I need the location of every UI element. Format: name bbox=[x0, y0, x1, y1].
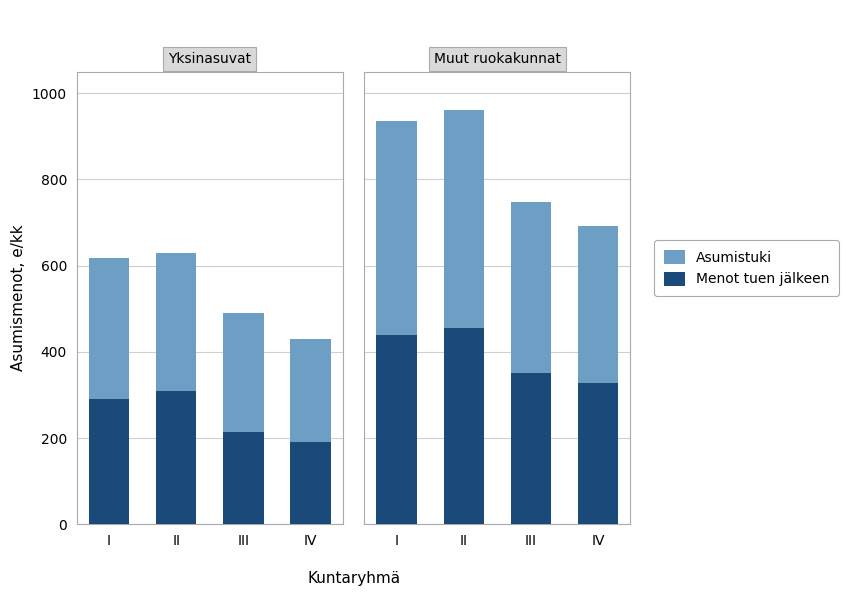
Title: Yksinasuvat: Yksinasuvat bbox=[168, 52, 251, 66]
Bar bbox=[291, 339, 331, 442]
Bar bbox=[377, 335, 417, 524]
Bar bbox=[444, 328, 484, 524]
Bar bbox=[444, 110, 484, 328]
Bar bbox=[578, 383, 619, 524]
Bar bbox=[89, 399, 130, 524]
Bar bbox=[223, 313, 263, 432]
Text: Kuntaryhmä: Kuntaryhmä bbox=[307, 570, 400, 586]
Bar bbox=[156, 253, 196, 391]
Y-axis label: Asumismenot, e/kk: Asumismenot, e/kk bbox=[11, 225, 26, 371]
Bar bbox=[377, 121, 417, 335]
Bar bbox=[89, 258, 130, 399]
Bar bbox=[578, 225, 619, 383]
Bar bbox=[511, 374, 551, 524]
Bar bbox=[511, 202, 551, 374]
Bar bbox=[223, 432, 263, 524]
Title: Muut ruokakunnat: Muut ruokakunnat bbox=[434, 52, 561, 66]
Bar bbox=[156, 391, 196, 524]
Bar bbox=[291, 442, 331, 524]
Legend: Asumistuki, Menot tuen jälkeen: Asumistuki, Menot tuen jälkeen bbox=[654, 240, 839, 296]
